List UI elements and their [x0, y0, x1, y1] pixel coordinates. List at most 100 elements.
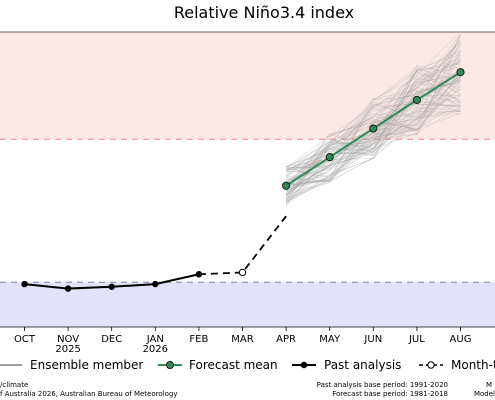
ensemble-member-line [285, 44, 461, 197]
x-tick-label: FEB [189, 334, 208, 345]
ensemble-member-line [285, 34, 461, 198]
ensemble-member-line [286, 76, 461, 183]
ensemble-member-line [285, 69, 461, 201]
ensemble-member-line [285, 82, 461, 194]
ensemble-member-line [286, 88, 461, 183]
ensemble-member-line [286, 103, 461, 170]
ensemble-member-line [285, 33, 461, 186]
forecast-mean-series [282, 68, 465, 190]
ensemble-member-line [286, 79, 461, 186]
ensemble-member-line [285, 88, 461, 168]
ensemble-member-line [286, 40, 461, 181]
x-tick-label: JAN [146, 334, 164, 345]
ensemble-member-line [285, 50, 461, 206]
past-analysis-series [21, 271, 203, 292]
ensemble-member-line [285, 69, 461, 192]
ensemble-member-line [285, 73, 461, 197]
x-year-label: 2026 [143, 344, 168, 355]
ensemble-member-line [286, 86, 461, 182]
past-analysis-point [152, 280, 159, 288]
ensemble-member-line [285, 63, 461, 197]
forecast-mean-point [282, 181, 291, 190]
chart-title: Relative Niño3.4 index [174, 3, 354, 22]
ensemble-member-line [286, 80, 461, 200]
ensemble-member-line [285, 41, 461, 202]
ensemble-member-line [285, 49, 461, 197]
ensemble-member-line [286, 101, 461, 182]
ensemble-member-line [285, 93, 461, 175]
ensemble-member-line [286, 66, 461, 182]
x-tick-label: JUL [408, 334, 425, 345]
ensemble-member-line [285, 104, 461, 200]
ensemble-member-line [286, 80, 461, 175]
ensemble-member-line [285, 106, 461, 197]
ensemble-member-line [286, 95, 461, 184]
ensemble-member-line [285, 62, 461, 192]
ensemble-member-line [286, 42, 461, 177]
legend-mtd-marker [427, 361, 435, 369]
ensemble-member-line [285, 51, 461, 202]
ensemble-member-line [285, 74, 461, 171]
ensemble-member-line [285, 66, 461, 201]
footer-far-right-line1: M [486, 381, 492, 389]
ensemble-member-line [285, 71, 461, 183]
ensemble-member-line [285, 77, 461, 196]
x-tick-label: APR [276, 334, 296, 345]
ensemble-member-line [286, 66, 461, 199]
ensemble-member-line [285, 76, 461, 187]
ensemble-member-line [285, 65, 461, 191]
ensemble-member-line [285, 78, 461, 191]
ensemble-member-line [285, 91, 461, 187]
ensemble-member-line [285, 34, 461, 191]
ensemble-member-line [286, 80, 461, 171]
ensemble-member-line [285, 51, 461, 203]
forecast-mean-point [325, 153, 334, 162]
ensemble-member-line [285, 76, 461, 191]
legend-forecast-mean-marker [165, 360, 174, 369]
past-analysis-point [108, 283, 115, 290]
ensemble-member-line [286, 100, 461, 187]
footer-right-line1: Past analysis base period: 1991-2020 [317, 381, 448, 389]
past-analysis-point [64, 285, 72, 292]
legend: Ensemble member Forecast mean Past analy… [0, 358, 495, 372]
ensemble-member-line [286, 64, 461, 180]
la-nina-band [0, 282, 495, 327]
ensemble-member-line [285, 103, 461, 206]
ensemble-member-line [285, 59, 461, 203]
x-tick-label: MAY [319, 334, 341, 345]
legend-mtd-label: Month-to [451, 358, 495, 372]
ensemble-member-line [285, 78, 461, 188]
ensemble-member-line [286, 59, 461, 186]
ensemble-member-line [285, 34, 461, 203]
x-tick-label: DEC [101, 334, 122, 345]
past-analysis-point [195, 271, 203, 278]
ensemble-member-line [285, 54, 461, 188]
ensemble-member-line [285, 78, 461, 192]
ensemble-member-line [286, 31, 461, 175]
ensemble-member-line [285, 104, 461, 201]
x-axis-ticks: OCT NOV DEC JAN FEB MAR APR MAY JUN JUL AUG 2025 202… [14, 327, 471, 355]
ensemble-member-line [285, 69, 461, 173]
legend-forecast-mean-label: Forecast mean [189, 358, 278, 372]
footer-far-right-line2: Model [474, 390, 495, 398]
ensemble-member-line [285, 110, 461, 203]
ensemble-member-line [285, 78, 461, 199]
ensemble-member-line [285, 57, 461, 194]
footer-left-line2: f Australia 2026, Australian Bureau of M… [0, 390, 177, 398]
ensemble-member-line [285, 67, 461, 189]
past-analysis-point [21, 280, 28, 288]
ensemble-member-line [285, 73, 461, 191]
legend-past-marker [300, 361, 308, 369]
ensemble-member-line [285, 107, 461, 202]
forecast-mean-point [456, 68, 465, 77]
el-nino-band [0, 32, 495, 140]
ensemble-member-line [285, 75, 461, 205]
ensemble-member-line [285, 58, 461, 185]
x-year-label: 2025 [55, 344, 80, 355]
ensemble-member-line [285, 72, 461, 195]
x-tick-label: AUG [450, 334, 472, 345]
forecast-mean-point [369, 124, 378, 133]
ensemble-member-line [286, 101, 461, 178]
footer-left-line1: /climate [0, 381, 28, 389]
footer-right-line2: Forecast base period: 1981-2018 [332, 390, 448, 398]
